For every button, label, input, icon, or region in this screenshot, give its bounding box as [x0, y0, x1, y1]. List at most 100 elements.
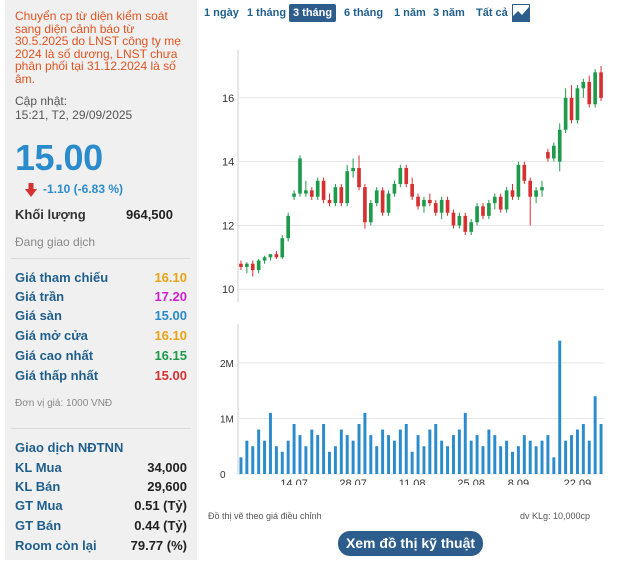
volume-bar [487, 429, 491, 474]
volume-bar [251, 446, 255, 474]
volume-bar [245, 440, 249, 474]
foreign-row-label: GT Mua [15, 498, 63, 513]
volume-bar [457, 429, 461, 474]
price-row-high: Giá cao nhất 16.15 [15, 348, 187, 366]
volume-bar [339, 429, 343, 474]
chart-note: Đồ thị vẽ theo giá điều chỉnh [208, 511, 322, 521]
tab-3-years[interactable]: 3 năm [433, 7, 465, 19]
date-tick-label: 28.07 [339, 478, 367, 485]
tab-all[interactable]: Tất cả [476, 7, 508, 19]
candle-body [386, 193, 391, 213]
volume-bar [410, 451, 414, 474]
trading-status: Đang giao dịch [15, 235, 96, 249]
tab-6-months[interactable]: 6 tháng [344, 7, 384, 19]
volume-bar [280, 451, 284, 474]
candle-body [593, 72, 597, 105]
candle-body [445, 199, 450, 213]
volume-bar [540, 440, 544, 474]
candle-body [298, 158, 302, 194]
candle-body [569, 97, 574, 121]
technical-chart-button[interactable]: Xem đồ thị kỹ thuật [338, 531, 483, 556]
candle-body [315, 180, 320, 197]
candle-body [321, 180, 326, 200]
line-chart-icon[interactable] [512, 4, 530, 22]
price-tick-label: 10 [222, 284, 234, 296]
candle-body [398, 168, 403, 184]
price-row-value: 16.10 [154, 270, 187, 285]
updated-label: Cập nhật: [15, 94, 68, 108]
price-row-value: 16.10 [154, 328, 187, 343]
price-row-label: Giá sàn [15, 308, 62, 323]
volume-bar [522, 435, 526, 474]
candle-body [439, 199, 444, 213]
candle-body [327, 199, 332, 204]
volume-bar [493, 435, 497, 474]
volume-bar [469, 440, 473, 474]
volume-bar [499, 446, 503, 474]
foreign-row-value: 79.77 (%) [130, 538, 187, 553]
volume-bar [257, 429, 261, 474]
price-tick-label: 16 [222, 93, 234, 105]
volume-bar [546, 435, 550, 474]
candle-body [268, 254, 273, 258]
foreign-row-value: 0.51 (Tỷ) [134, 498, 187, 513]
candle-body [239, 263, 243, 267]
volume-bar [304, 446, 308, 474]
price-row-label: Giá thấp nhất [15, 368, 99, 383]
candle-body [575, 88, 580, 121]
candle-body [551, 145, 556, 159]
volume-bar [310, 429, 314, 474]
volume-bar [298, 435, 302, 474]
candle-body [498, 196, 503, 210]
price-row-label: Giá cao nhất [15, 348, 94, 363]
updated-time: 15:21, T2, 29/09/2025 [15, 108, 133, 122]
price-change-text: -1.10 (-6.83 %) [43, 182, 124, 196]
tab-1-day[interactable]: 1 ngày [204, 7, 239, 19]
volume-bar [587, 440, 591, 474]
candle-body [587, 81, 592, 105]
candle-body [516, 164, 521, 197]
price-volume-chart: 10 12 14 16 0 1M 2M 14.07 28.07 11.08 25.08 8.09 22.… [220, 50, 604, 485]
price-row-label: Giá tham chiếu [15, 270, 109, 285]
date-tick-label: 8.09 [508, 478, 529, 485]
candle-body [457, 215, 462, 226]
volume-bar [446, 446, 450, 474]
candle-body [428, 199, 432, 204]
tab-1-year[interactable]: 1 năm [394, 7, 426, 19]
candle-body [522, 164, 527, 181]
foreign-row-sell-volume: KL Bán 29,600 [15, 479, 187, 497]
volume-unit-note: dv KLg: 10,000cp [520, 511, 591, 521]
price-row-label: Giá trần [15, 289, 65, 304]
tab-3-months[interactable]: 3 tháng [289, 4, 337, 22]
candle-body [256, 260, 261, 271]
candle-body [380, 190, 385, 213]
candle-body [280, 238, 285, 258]
price-row-ceiling: Giá trần 17.20 [15, 289, 187, 307]
volume-bar [239, 457, 243, 474]
volume-bar [599, 424, 603, 474]
volume-bar [351, 440, 355, 474]
candle-body [487, 203, 491, 216]
down-arrow-icon [25, 183, 37, 197]
candle-body [433, 203, 438, 213]
date-tick-label: 25.08 [457, 478, 485, 485]
volume-bar [428, 429, 432, 474]
date-tick-label: 11.08 [399, 478, 426, 485]
tab-1-month[interactable]: 1 tháng [247, 7, 287, 19]
candle-body [410, 183, 414, 197]
volume-tick-label: 2M [220, 359, 234, 370]
volume-bar [463, 412, 467, 474]
candle-body [404, 168, 409, 184]
volume-bar [398, 429, 402, 474]
foreign-row-value: 0.44 (Tỷ) [134, 518, 187, 533]
price-row-value: 17.20 [154, 289, 187, 304]
volume-bar [593, 396, 597, 474]
candle-body [546, 152, 550, 159]
volume-bar [481, 446, 485, 474]
foreign-row-value: 29,600 [147, 479, 187, 494]
price-row-label: Giá mở cửa [15, 328, 88, 343]
candle-body [534, 190, 538, 197]
candle-body [357, 168, 361, 188]
candle-body [368, 203, 373, 223]
volume-bar [369, 435, 373, 474]
